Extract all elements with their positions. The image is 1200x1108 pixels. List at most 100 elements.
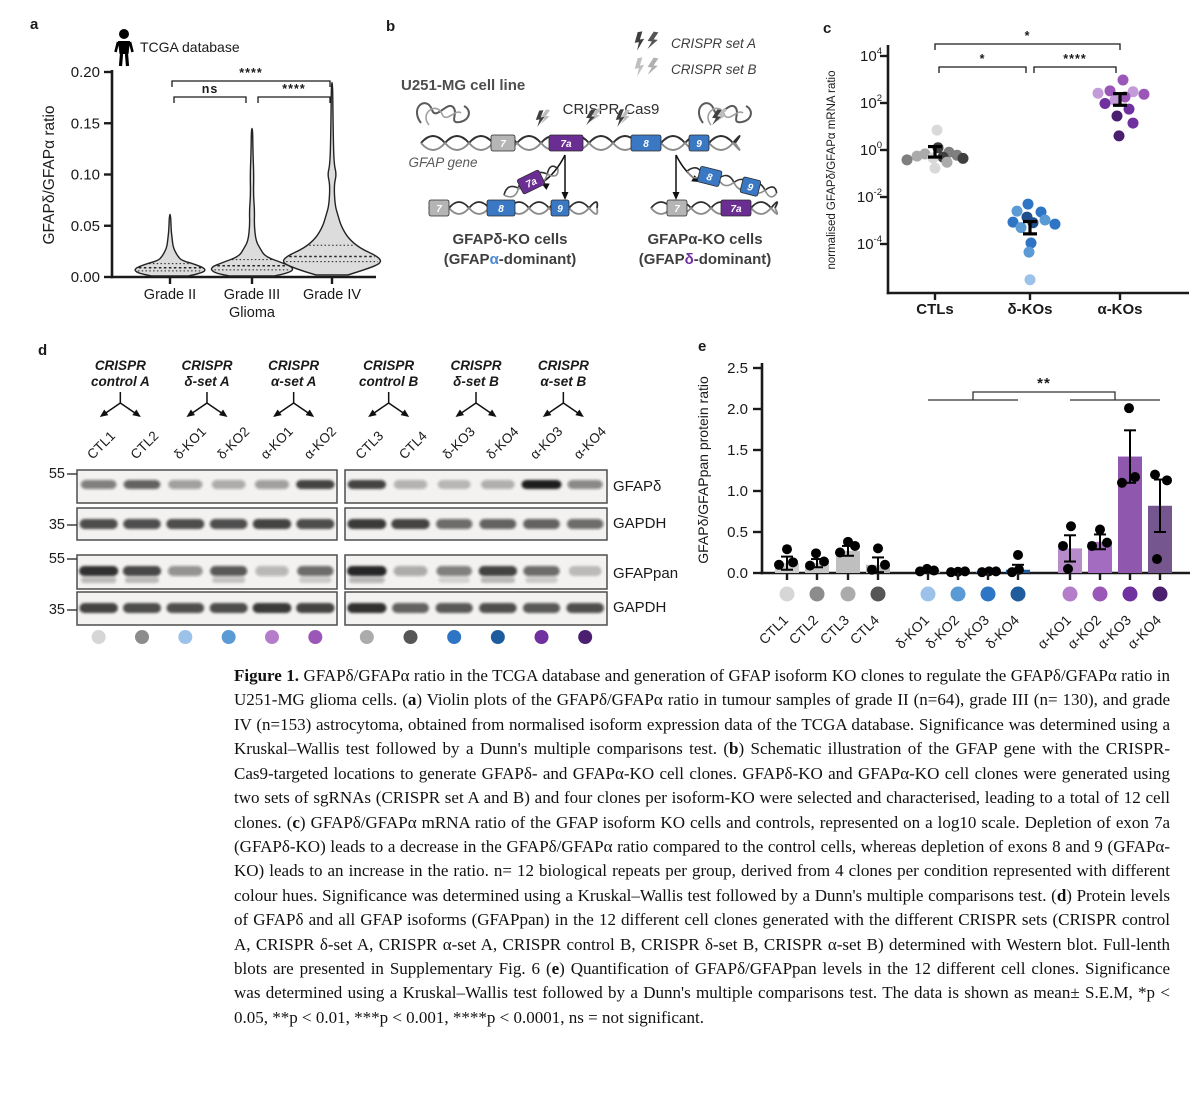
membrane-strip bbox=[76, 554, 338, 590]
clone-color-dot bbox=[809, 586, 825, 602]
data-dot bbox=[1014, 564, 1024, 575]
person-head bbox=[119, 29, 129, 39]
protein-band bbox=[123, 480, 161, 489]
protein-band bbox=[252, 603, 292, 613]
clone-color-dot bbox=[1062, 586, 1078, 602]
data-dot bbox=[1127, 117, 1139, 129]
exon-label: 7a bbox=[730, 204, 742, 215]
protein-band bbox=[523, 566, 560, 576]
mw-marker-label: 35 bbox=[49, 602, 65, 618]
protein-band bbox=[79, 566, 119, 576]
x-category-label: δ-KO4 bbox=[982, 612, 1022, 652]
arrowhead bbox=[672, 192, 680, 200]
chromatin-coil bbox=[425, 107, 462, 126]
exon-label: 7 bbox=[436, 204, 442, 215]
tcga-database-label: TCGA database bbox=[140, 39, 240, 55]
arrowhead bbox=[132, 409, 141, 417]
data-dot bbox=[929, 162, 941, 174]
data-dot bbox=[1152, 554, 1162, 565]
lane-label: CTL1 bbox=[84, 428, 118, 462]
violin-Grade II bbox=[134, 213, 206, 277]
clone-color-dot bbox=[840, 586, 856, 602]
group-subtitle: δ-set A bbox=[184, 374, 229, 389]
y-tick-label: 0.00 bbox=[71, 269, 100, 286]
y-tick-label: 0.15 bbox=[71, 115, 100, 132]
x-axis-title: Glioma bbox=[229, 305, 276, 321]
panel-e-letter: e bbox=[698, 338, 707, 355]
membrane-strip bbox=[76, 507, 338, 541]
y-tick-label: 104 bbox=[860, 46, 882, 65]
y-tick-label: 0.5 bbox=[727, 524, 748, 541]
arrowhead bbox=[455, 409, 465, 417]
protein-band bbox=[347, 603, 387, 613]
clone-color-dot bbox=[950, 586, 966, 602]
arrowhead bbox=[542, 409, 552, 417]
caption-segment: ) Schematic illustration of the GFAP gen… bbox=[234, 739, 1170, 832]
data-dot bbox=[960, 566, 970, 577]
data-dot bbox=[1124, 403, 1134, 414]
arrowhead bbox=[487, 409, 497, 417]
clone-color-dot bbox=[178, 630, 193, 644]
blot-target-label: GFAPpan bbox=[613, 565, 678, 582]
caption-bold-segment: a bbox=[407, 690, 417, 710]
significance-bracket bbox=[938, 66, 1027, 73]
membrane-strip bbox=[76, 591, 338, 626]
protein-band bbox=[391, 519, 430, 529]
y-axis-title: GFAPδ/GFAPpan protein ratio bbox=[695, 376, 711, 564]
protein-band bbox=[255, 566, 289, 576]
data-dot bbox=[782, 544, 792, 555]
x-category-label: α-KO4 bbox=[1124, 612, 1164, 652]
protein-band bbox=[254, 480, 290, 489]
caption-bold-segment: e bbox=[551, 959, 560, 979]
exon-7 bbox=[428, 199, 450, 217]
lane-label: CTL3 bbox=[352, 428, 386, 462]
y-axis-title: GFAPδ/GFAPα ratio bbox=[41, 105, 58, 244]
exon-label: 8 bbox=[643, 139, 649, 150]
person-arm bbox=[114, 41, 120, 53]
lane-label: δ-KO1 bbox=[171, 424, 209, 462]
arrowhead bbox=[400, 409, 410, 417]
x-category-label: CTLs bbox=[916, 301, 954, 318]
mw-marker-label: 55 bbox=[49, 551, 65, 567]
protein-band bbox=[209, 519, 248, 529]
arrowhead bbox=[273, 409, 282, 417]
protein-band bbox=[209, 603, 248, 613]
person-arm bbox=[128, 41, 134, 53]
gfapd-ko-cells-title: GFAPδ-KO cells bbox=[453, 231, 568, 248]
data-dot bbox=[788, 557, 798, 568]
exon-8 bbox=[697, 166, 723, 187]
exon-8 bbox=[486, 199, 516, 217]
protein-band-faint bbox=[438, 577, 470, 583]
crispr-cas9-label: CRISPR-Cas9 bbox=[563, 101, 660, 118]
protein-band-faint bbox=[525, 577, 558, 583]
violin-Grade IV bbox=[282, 81, 382, 276]
protein-band bbox=[479, 519, 517, 529]
panel-b-crispr-schematic: U251-MG cell line CRISPR set A CRISPR set … bbox=[401, 31, 779, 268]
clone-color-dot bbox=[870, 586, 886, 602]
protein-band bbox=[296, 519, 335, 529]
y-tick-label: 10-2 bbox=[857, 187, 882, 206]
data-dot bbox=[1111, 110, 1123, 122]
blot-target-label: GFAPδ bbox=[613, 478, 661, 495]
exon-label: 8 bbox=[705, 172, 713, 184]
significance-bracket bbox=[934, 43, 1121, 50]
lightning-bolt-icon bbox=[634, 57, 645, 77]
protein-band bbox=[79, 519, 118, 529]
protein-band bbox=[478, 566, 518, 576]
clone-color-dot bbox=[308, 630, 323, 644]
x-category-label: Grade II bbox=[144, 287, 196, 303]
y-tick-label: 1.5 bbox=[727, 442, 748, 459]
protein-band bbox=[435, 519, 473, 529]
exon-7a bbox=[720, 199, 752, 217]
protein-band bbox=[166, 603, 205, 613]
protein-band bbox=[80, 480, 117, 489]
y-tick-label: 0.0 bbox=[727, 565, 748, 582]
blot-target-label: GAPDH bbox=[613, 599, 666, 616]
lightning-bolt-icon bbox=[540, 109, 550, 125]
clone-color-dot bbox=[490, 630, 505, 644]
protein-band bbox=[79, 603, 118, 613]
protein-band bbox=[296, 603, 335, 613]
data-dot bbox=[1095, 524, 1105, 535]
y-tick-label: 0.20 bbox=[71, 64, 100, 81]
lane-label: CTL2 bbox=[128, 428, 162, 462]
